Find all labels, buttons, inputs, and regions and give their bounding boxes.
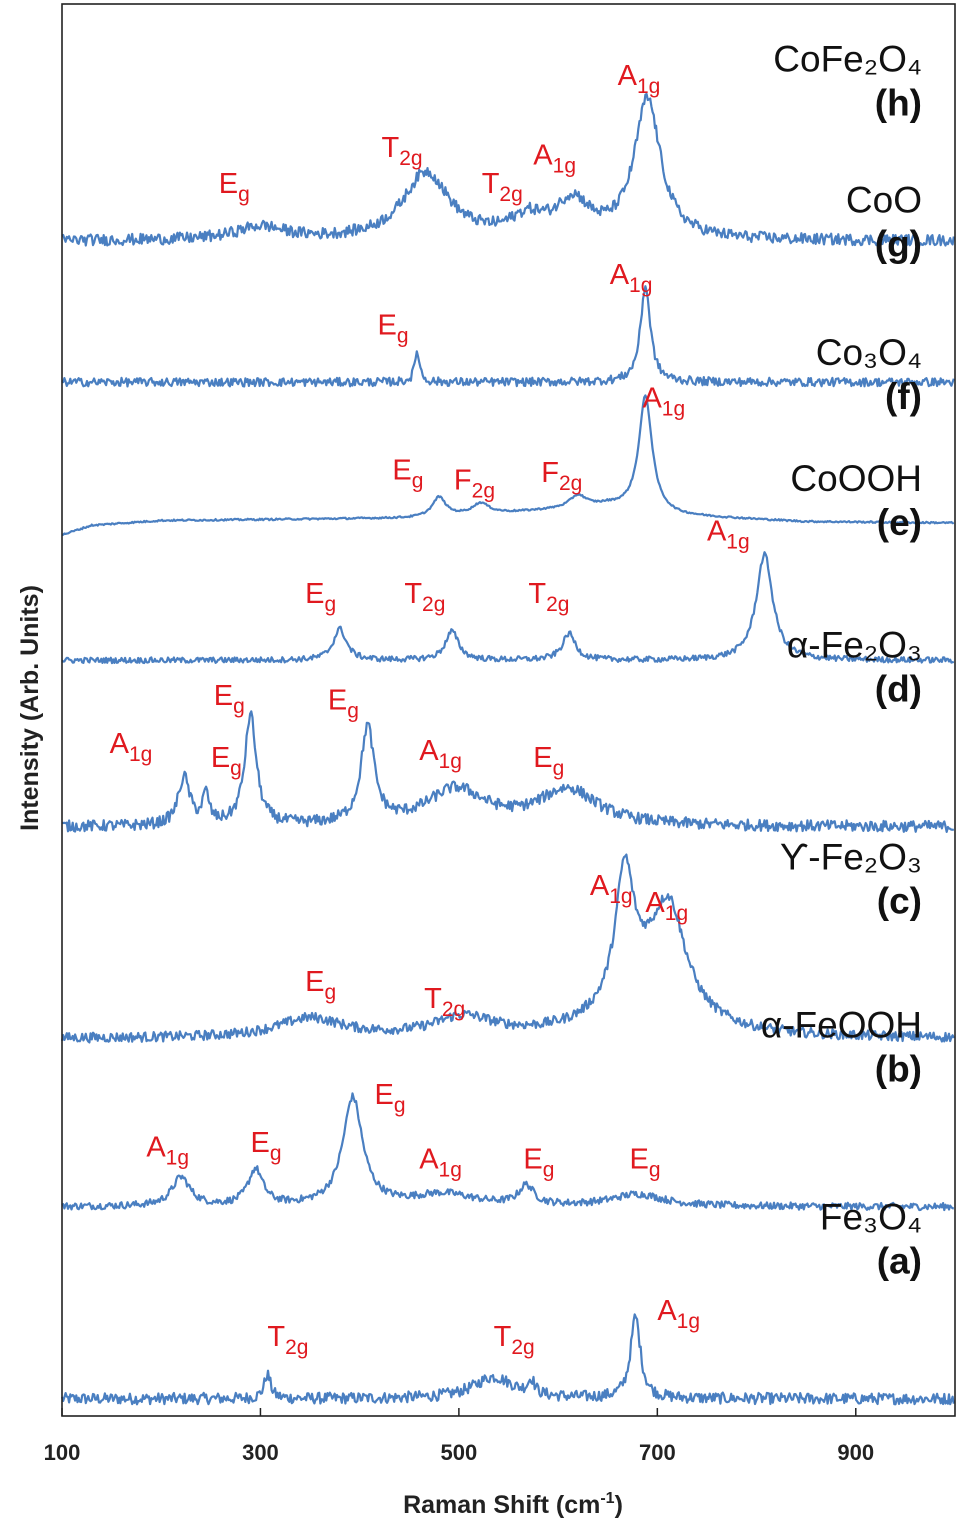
sample-letter: (e) [877, 502, 922, 543]
spectrum-line-d [61, 710, 955, 833]
peak-label: Eg [533, 742, 564, 780]
sample-letter: (f) [885, 376, 922, 417]
peak-label: T2g [404, 578, 445, 616]
peak-label: Eg [251, 1127, 282, 1165]
spectrum-line-g [61, 285, 955, 388]
y-axis-title: Intensity (Arb. Units) [16, 585, 44, 831]
spectrum-line-a [60, 1313, 955, 1406]
peak-label: Eg [378, 309, 409, 347]
sample-letter: (c) [877, 880, 922, 921]
peak-label: A1g [590, 870, 633, 908]
spectrum-line-f [61, 394, 955, 537]
peak-label: Eg [630, 1144, 661, 1182]
sample-name: CoOOH [790, 458, 922, 499]
peak-label: Eg [211, 742, 242, 780]
peak-label: Eg [392, 455, 423, 493]
peak-label: T2g [528, 578, 569, 616]
peak-label: A1g [642, 383, 685, 421]
peak-label: A1g [146, 1132, 189, 1170]
sample-letter: (a) [877, 1240, 922, 1281]
peak-label: Eg [214, 680, 245, 718]
sample-name: Fe₃O₄ [820, 1196, 922, 1237]
x-tick-label: 300 [242, 1440, 279, 1465]
x-axis-title: Raman Shift (cm-1) [403, 1490, 623, 1519]
peak-label: A1g [533, 139, 576, 177]
spectrum-line-h [61, 92, 955, 247]
peak-label: A1g [657, 1295, 700, 1333]
x-tick-label: 900 [837, 1440, 874, 1465]
sample-name: α-Fe₂O₃ [787, 625, 922, 666]
sample-letter: (g) [875, 224, 922, 265]
peak-label: A1g [419, 1144, 462, 1182]
peak-label: T2g [267, 1321, 308, 1359]
sample-letter: (h) [875, 83, 922, 124]
sample-name: CoO [846, 180, 922, 221]
sample-name: Co₃O₄ [816, 332, 922, 373]
peak-label: T2g [424, 983, 465, 1021]
peak-label: A1g [419, 735, 462, 773]
peak-label: Eg [305, 966, 336, 1004]
spectrum-line-b [61, 1092, 955, 1212]
x-tick-label: 700 [639, 1440, 676, 1465]
sample-name: CoFe₂O₄ [773, 39, 922, 80]
peak-label: F2g [454, 464, 495, 502]
peak-label: Eg [328, 685, 359, 723]
peak-label: T2g [381, 132, 422, 170]
spectrum-line-c [60, 853, 955, 1044]
peak-label: Eg [305, 578, 336, 616]
x-tick-label: 500 [441, 1440, 478, 1465]
peak-label: T2g [482, 168, 523, 206]
peak-label: T2g [494, 1321, 535, 1359]
peak-label: A1g [610, 259, 653, 297]
spectrum-line-e [61, 551, 955, 665]
sample-name: α-FeOOH [761, 1004, 922, 1045]
spectra-traces [60, 92, 955, 1406]
peak-label: Eg [523, 1144, 554, 1182]
peak-label: A1g [707, 516, 750, 554]
axes: 100 300 500 700 900 Raman Shift (cm-1) Intensi… [16, 3, 956, 1519]
x-tick-label: 100 [44, 1440, 81, 1465]
peak-label: A1g [618, 60, 661, 98]
sample-letter: (b) [875, 1048, 922, 1089]
peak-label: Eg [375, 1079, 406, 1117]
peak-and-sample-labels: T2g T2g A1g Fe₃O₄(a) A1g Eg Eg A1g Eg Eg α-FeOOH(b… [110, 39, 922, 1360]
plot-frame [61, 3, 956, 1417]
peak-label: A1g [645, 887, 688, 925]
peak-label: Eg [219, 168, 250, 206]
peak-label: A1g [110, 728, 153, 766]
peak-label: F2g [541, 457, 582, 495]
sample-name: ϒ-Fe₂O₃ [780, 836, 922, 877]
sample-letter: (d) [875, 669, 922, 710]
